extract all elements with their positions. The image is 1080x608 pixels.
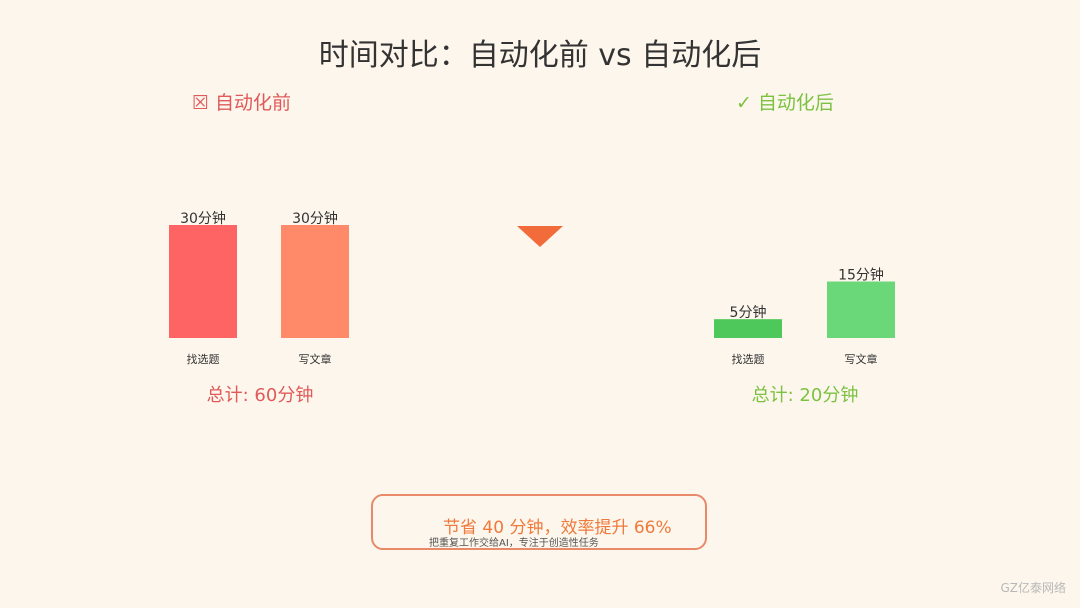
summary-sub-text: 把重复工作交给AI，专注于创造性任务: [429, 538, 599, 549]
after-label-text: 自动化后: [757, 92, 834, 114]
before-bar-1: [169, 225, 237, 338]
page-title: 时间对比：自动化前 vs 自动化后: [318, 38, 762, 73]
after-section-label: ✓ 自动化后: [736, 88, 834, 115]
check-icon: ✓: [736, 92, 752, 114]
after-total: 总计: 20分钟: [751, 385, 859, 406]
after-value-label-1: 5分钟: [730, 304, 767, 321]
watermark: GZ亿泰网络: [1000, 581, 1066, 595]
before-total: 总计: 60分钟: [206, 385, 314, 406]
after-category-label-1: 找选题: [732, 352, 765, 366]
before-category-label-1: 找选题: [187, 352, 220, 366]
after-value-label-2: 15分钟: [838, 267, 884, 284]
before-bar-2: [281, 225, 349, 338]
after-bar-1: [714, 319, 782, 338]
down-arrow-icon: [517, 226, 563, 247]
before-value-label-2: 30分钟: [292, 210, 338, 227]
summary-box: 节省 40 分钟，效率提升 66% 把重复工作交给AI，专注于创造性任务: [371, 494, 707, 550]
after-bar-2: [827, 281, 895, 338]
before-category-label-2: 写文章: [299, 352, 332, 366]
after-category-label-2: 写文章: [845, 352, 878, 366]
before-value-label-1: 30分钟: [180, 210, 226, 227]
summary-main-text: 节省 40 分钟，效率提升 66%: [443, 518, 672, 538]
before-label-text: 自动化前: [215, 92, 292, 114]
before-section-label: ☒ 自动化前: [192, 88, 291, 115]
cross-box-icon: ☒: [192, 92, 210, 114]
